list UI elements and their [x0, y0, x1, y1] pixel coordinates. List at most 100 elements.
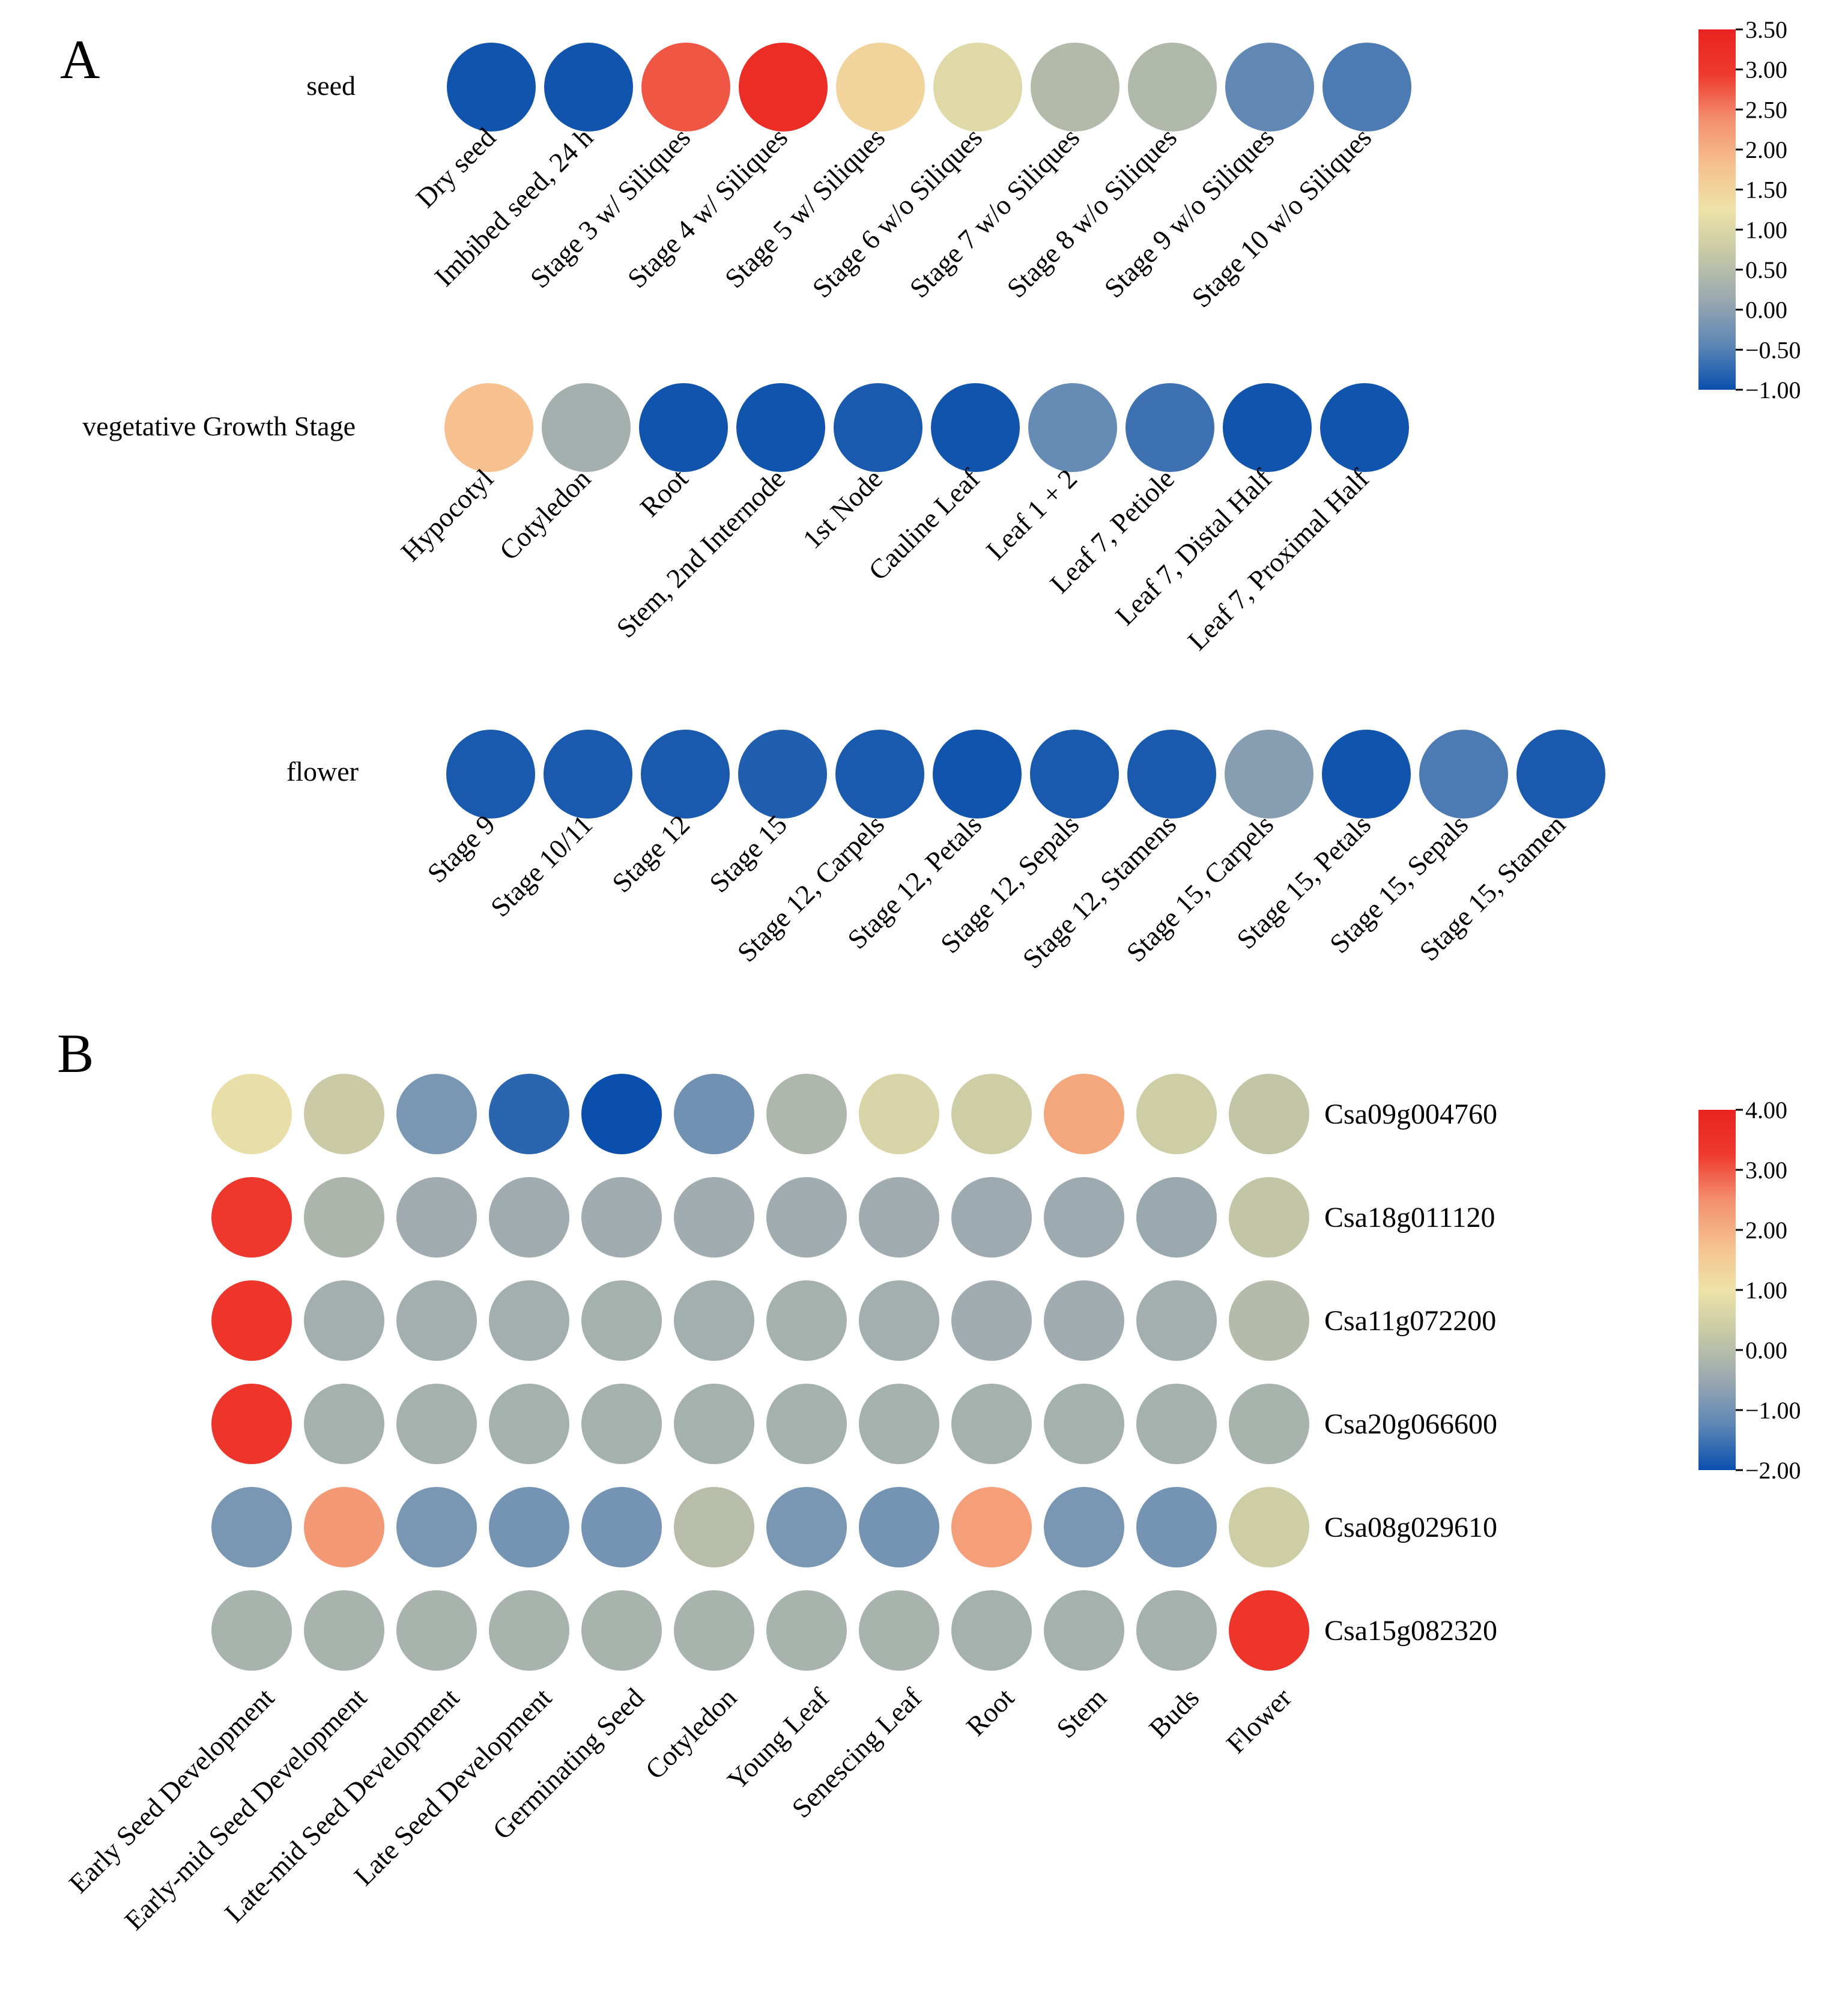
gene-labels: Csa09g004760 Csa18g011120 Csa11g072200 Csa2…: [1324, 1098, 1497, 1647]
gene-dot: [581, 1590, 662, 1671]
gene-dot: [674, 1487, 754, 1567]
dot-6: [1031, 43, 1119, 132]
vegetative-dots: [444, 383, 1409, 472]
dot-2: [641, 43, 730, 132]
tissue-label: Buds: [1143, 1682, 1205, 1744]
column-label: Stage 8 w/o Siliques: [1001, 122, 1183, 304]
gene-dot: [489, 1487, 569, 1567]
gene-dot: [674, 1384, 754, 1464]
gene-label: Csa11g072200: [1324, 1305, 1496, 1337]
colorbar-b-bar: [1698, 1110, 1736, 1470]
gene-dot: [581, 1487, 662, 1567]
tick-label: 1.00: [1745, 1277, 1787, 1304]
dot-9: [1320, 383, 1409, 472]
dot-2: [641, 730, 730, 819]
column-label: Stage 5 w/ Siliques: [719, 122, 891, 294]
colorbar-b-ticks: 4.00 3.00 2.00 1.00 0.00 −1.00 −2.00: [1736, 1097, 1801, 1484]
panel-b-heatmap: Csa09g004760 Csa18g011120 Csa11g072200 Csa2…: [63, 1074, 1497, 1936]
column-label: Stem, 2nd Internode: [610, 463, 791, 644]
gene-dot: [859, 1487, 939, 1567]
gene-dot: [489, 1590, 569, 1671]
dot-8: [1225, 730, 1313, 819]
row-label-seed: seed: [306, 70, 356, 101]
column-label: Stage 6 w/o Siliques: [806, 122, 988, 304]
gene-dot: [1044, 1590, 1124, 1671]
tissue-label: Root: [960, 1682, 1020, 1742]
dot-3: [739, 43, 828, 132]
gene-label: Csa20g066600: [1324, 1408, 1497, 1440]
dot-0: [446, 730, 535, 819]
dot-3: [736, 383, 825, 472]
gene-dot: [951, 1487, 1032, 1567]
column-label: 1st Node: [796, 463, 888, 555]
gene-dot: [1136, 1177, 1217, 1258]
tick-label: −1.00: [1745, 377, 1801, 404]
gene-dot: [304, 1280, 384, 1361]
dot-7: [1128, 43, 1217, 132]
row-label-flower: flower: [286, 756, 359, 787]
column-label: Stage 3 w/ Siliques: [524, 122, 696, 294]
gene-dot: [489, 1074, 569, 1154]
gene-dot: [396, 1487, 477, 1567]
panel-a-letter: A: [60, 29, 100, 90]
tick-label: −0.50: [1745, 336, 1801, 363]
column-label: Stage 9: [421, 809, 501, 889]
gene-dot: [1136, 1384, 1217, 1464]
gene-dot: [396, 1177, 477, 1258]
gene-dot: [674, 1280, 754, 1361]
column-label: Stage 7 w/o Siliques: [903, 122, 1085, 304]
gene-dot: [304, 1590, 384, 1671]
gene-dot: [1136, 1280, 1217, 1361]
dot-10: [1419, 730, 1508, 819]
gene-dot: [859, 1384, 939, 1464]
dot-8: [1223, 383, 1312, 472]
tick-label: 3.50: [1745, 16, 1787, 43]
dot-9: [1322, 730, 1411, 819]
gene-label: Csa08g029610: [1324, 1512, 1497, 1543]
gene-dot: [581, 1074, 662, 1154]
column-label: Stage 4 w/ Siliques: [622, 122, 793, 294]
gene-dot: [489, 1280, 569, 1361]
gene-dot: [951, 1384, 1032, 1464]
dot-9: [1322, 43, 1411, 132]
dot-4: [835, 730, 924, 819]
dot-8: [1225, 43, 1314, 132]
gene-dot: [1229, 1177, 1309, 1258]
gene-dot: [1044, 1177, 1124, 1258]
colorbar-a-bar: [1698, 29, 1736, 390]
tick-label: 4.00: [1745, 1097, 1787, 1124]
gene-dot: [1044, 1384, 1124, 1464]
colorbar-a-ticks: 3.50 3.00 2.50 2.00 1.50 1.00 0.50 0.00 −0.50 −1.…: [1736, 16, 1801, 404]
dot-11: [1516, 730, 1605, 819]
gene-label: Csa18g011120: [1324, 1202, 1495, 1234]
dot-0: [444, 383, 533, 472]
column-label: Stage 15: [703, 809, 793, 898]
gene-dot: [1044, 1074, 1124, 1154]
gene-dot: [1229, 1074, 1309, 1154]
gene-dot: [951, 1074, 1032, 1154]
gene-dot: [211, 1487, 292, 1567]
tick-label: 0.00: [1745, 297, 1787, 324]
gene-dot: [489, 1177, 569, 1258]
gene-dot: [304, 1384, 384, 1464]
gene-dot: [766, 1590, 847, 1671]
gene-dot: [396, 1074, 477, 1154]
dot-0: [447, 43, 536, 132]
gene-dot: [859, 1590, 939, 1671]
gene-dot: [766, 1384, 847, 1464]
gene-dot: [674, 1074, 754, 1154]
panel-b-letter: B: [57, 1023, 94, 1084]
gene-dot: [859, 1280, 939, 1361]
gene-dot: [581, 1177, 662, 1258]
gene-dot: [951, 1590, 1032, 1671]
tick-label: 0.00: [1745, 1337, 1787, 1364]
gene-dot: [766, 1074, 847, 1154]
seed-dots: [447, 43, 1411, 132]
dot-1: [544, 43, 633, 132]
gene-dot: [211, 1177, 292, 1258]
tick-label: 0.50: [1745, 256, 1787, 283]
gene-dot: [859, 1074, 939, 1154]
